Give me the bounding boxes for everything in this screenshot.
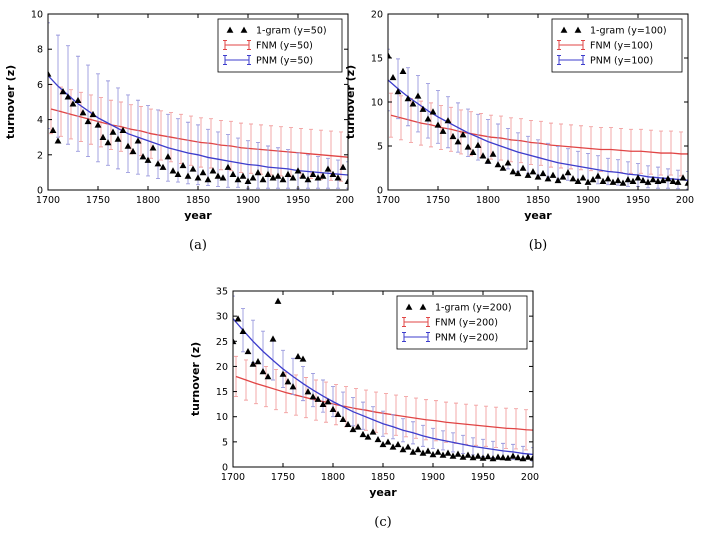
plot-area xyxy=(48,22,348,189)
svg-text:1700: 1700 xyxy=(221,472,245,483)
svg-text:1750: 1750 xyxy=(86,195,110,206)
svg-text:1800: 1800 xyxy=(136,195,160,206)
svg-text:1750: 1750 xyxy=(426,195,450,206)
svg-text:5: 5 xyxy=(377,142,383,153)
svg-text:1950: 1950 xyxy=(626,195,650,206)
svg-text:8: 8 xyxy=(37,45,43,56)
y-axis-label: turnover (z) xyxy=(344,65,357,139)
svg-text:1950: 1950 xyxy=(471,472,495,483)
scatter-series xyxy=(388,51,688,186)
svg-text:10: 10 xyxy=(31,10,43,21)
svg-text:25: 25 xyxy=(216,337,228,348)
svg-text:1800: 1800 xyxy=(476,195,500,206)
legend: 1-gram (y=50) FNM (y=50) PNM (y=50) xyxy=(217,18,343,73)
svg-text:FNM (y=200): FNM (y=200) xyxy=(435,318,498,329)
svg-text:0: 0 xyxy=(377,186,383,197)
svg-text:35: 35 xyxy=(216,287,228,298)
legend: 1-gram (y=200) FNM (y=200) PNM (y=200) xyxy=(396,295,528,350)
svg-text:FNM (y=100): FNM (y=100) xyxy=(590,41,653,52)
svg-text:PNM (y=50): PNM (y=50) xyxy=(256,56,313,67)
errorbar-series xyxy=(233,295,533,462)
caption-b: (b) xyxy=(528,238,548,253)
svg-text:1950: 1950 xyxy=(286,195,310,206)
svg-text:1900: 1900 xyxy=(576,195,600,206)
svg-text:1-gram (y=100): 1-gram (y=100) xyxy=(590,26,667,37)
svg-text:1850: 1850 xyxy=(371,472,395,483)
caption-c: (c) xyxy=(374,515,392,530)
errorbar-series xyxy=(234,355,533,451)
svg-text:1850: 1850 xyxy=(526,195,550,206)
svg-text:1750: 1750 xyxy=(271,472,295,483)
plot-area xyxy=(388,48,688,190)
svg-text:5: 5 xyxy=(222,437,228,448)
svg-text:30: 30 xyxy=(216,312,228,323)
svg-text:4: 4 xyxy=(37,115,43,126)
legend: 1-gram (y=100) FNM (y=100) PNM (y=100) xyxy=(551,18,683,73)
x-axis-label: year xyxy=(369,486,397,499)
svg-text:15: 15 xyxy=(371,54,383,65)
svg-text:10: 10 xyxy=(371,98,383,109)
svg-text:PNM (y=200): PNM (y=200) xyxy=(435,333,498,344)
svg-text:FNM (y=50): FNM (y=50) xyxy=(256,41,313,52)
svg-text:20: 20 xyxy=(371,10,383,21)
svg-text:1700: 1700 xyxy=(36,195,60,206)
caption-a: (a) xyxy=(189,238,207,253)
svg-text:1900: 1900 xyxy=(421,472,445,483)
svg-text:15: 15 xyxy=(216,387,228,398)
svg-text:PNM (y=100): PNM (y=100) xyxy=(590,56,653,67)
y-axis-label: turnover (z) xyxy=(189,342,202,416)
svg-text:20: 20 xyxy=(216,362,228,373)
svg-text:2: 2 xyxy=(37,150,43,161)
svg-text:1-gram (y=200): 1-gram (y=200) xyxy=(435,303,512,314)
errorbar-series xyxy=(389,92,688,177)
svg-text:1900: 1900 xyxy=(236,195,260,206)
svg-text:1-gram (y=50): 1-gram (y=50) xyxy=(256,26,327,37)
svg-text:1700: 1700 xyxy=(376,195,400,206)
svg-text:6: 6 xyxy=(37,80,43,91)
svg-text:0: 0 xyxy=(222,463,228,474)
plot-area xyxy=(233,295,533,462)
svg-text:0: 0 xyxy=(37,186,43,197)
x-axis-label: year xyxy=(524,209,552,222)
svg-text:1850: 1850 xyxy=(186,195,210,206)
y-axis-label: turnover (z) xyxy=(4,65,17,139)
errorbar-series xyxy=(49,83,348,182)
x-axis-label: year xyxy=(184,209,212,222)
svg-text:10: 10 xyxy=(216,412,228,423)
svg-text:1800: 1800 xyxy=(321,472,345,483)
